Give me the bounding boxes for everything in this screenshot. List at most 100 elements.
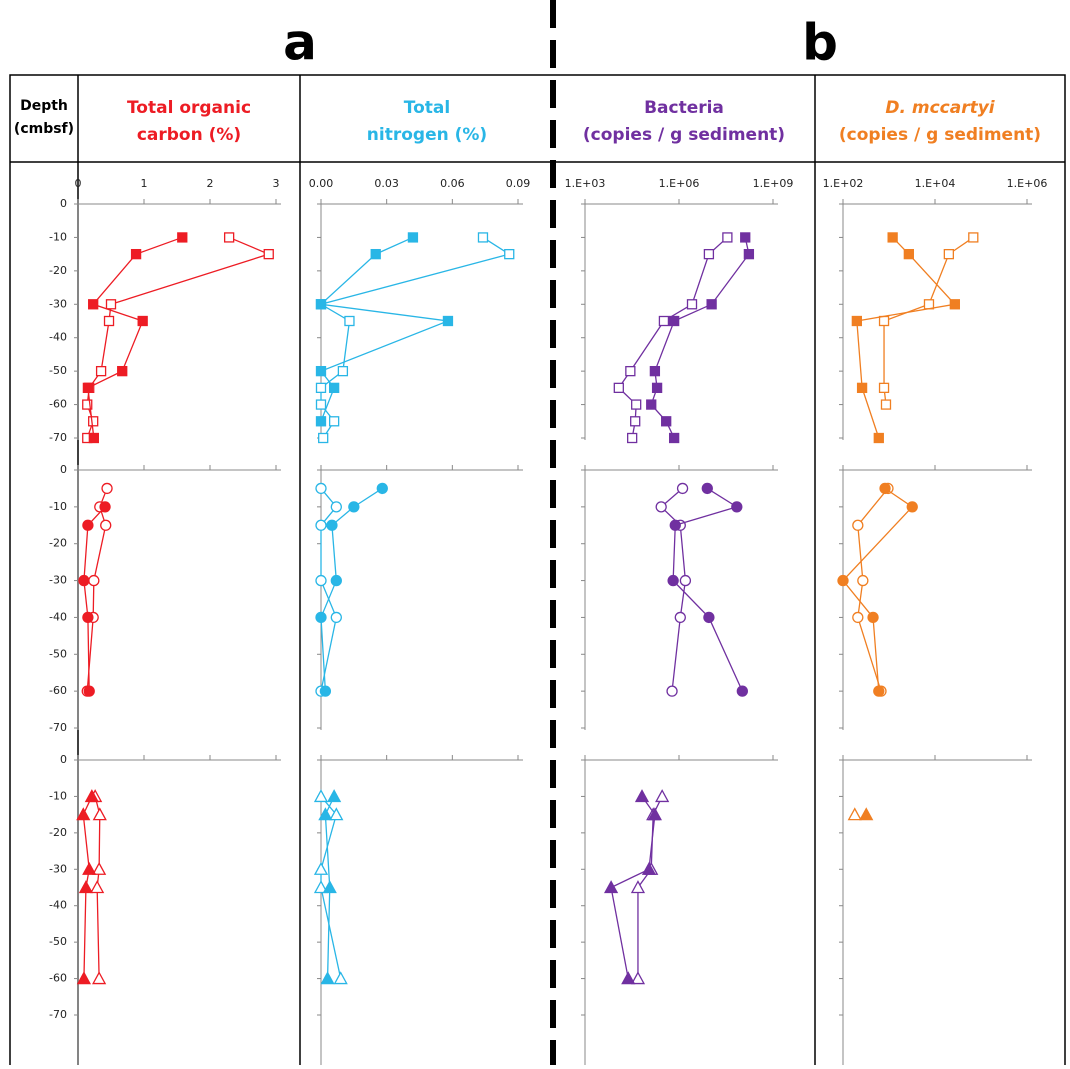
series-line: [883, 236, 974, 405]
marker: [376, 482, 388, 495]
marker: [315, 399, 327, 410]
marker: [315, 382, 327, 394]
marker: [731, 501, 743, 513]
marker: [223, 232, 235, 243]
marker: [878, 315, 890, 327]
marker: [630, 880, 646, 894]
marker: [661, 416, 672, 427]
x-tick-label: 3: [273, 177, 280, 190]
y-tick-label: -30: [49, 297, 67, 310]
series-line: [319, 236, 451, 422]
y-tick-label: -60: [49, 684, 67, 697]
y-tick-label: -70: [49, 1008, 67, 1021]
marker: [315, 299, 327, 310]
y-tick-label: -60: [49, 398, 67, 411]
panel-title: (copies / g sediment): [583, 125, 785, 145]
marker: [852, 519, 864, 531]
panel-title: Bacteria: [644, 98, 724, 118]
marker: [736, 685, 748, 697]
marker: [76, 807, 91, 821]
marker: [631, 399, 642, 410]
marker: [658, 315, 670, 327]
marker: [674, 611, 686, 624]
series-line: [320, 487, 383, 692]
marker: [82, 519, 94, 531]
marker: [949, 299, 960, 310]
series-line: [842, 487, 914, 692]
marker: [646, 399, 657, 410]
marker: [743, 248, 755, 260]
marker: [504, 248, 515, 260]
marker: [943, 248, 954, 260]
marker: [92, 861, 107, 875]
marker: [923, 299, 935, 310]
series-line: [319, 236, 511, 439]
panel-label: a: [283, 14, 317, 72]
marker: [84, 789, 99, 803]
depth-label: Depth: [20, 98, 68, 114]
marker: [315, 365, 327, 377]
x-tick-label: 1.E+02: [823, 177, 864, 190]
marker: [668, 432, 680, 444]
marker: [442, 315, 454, 327]
series-line: [83, 506, 106, 692]
marker: [344, 315, 355, 327]
marker: [337, 365, 349, 377]
series-line: [856, 236, 957, 439]
marker: [666, 685, 678, 697]
marker: [873, 685, 885, 697]
marker: [88, 574, 100, 587]
marker: [101, 482, 113, 495]
y-tick-label: -70: [49, 431, 67, 444]
x-tick-label: 1.E+06: [1007, 177, 1048, 190]
marker: [76, 971, 92, 985]
marker: [117, 365, 128, 377]
series-line: [672, 487, 743, 692]
marker: [82, 382, 94, 394]
marker: [83, 685, 95, 697]
marker: [667, 574, 679, 587]
series-line: [857, 488, 889, 692]
marker: [852, 611, 864, 624]
x-tick-label: 1.E+04: [915, 177, 956, 190]
x-tick-label: 1: [141, 177, 148, 190]
y-tick-label: -60: [49, 972, 67, 985]
marker: [477, 232, 489, 243]
marker: [318, 432, 329, 444]
marker: [328, 382, 340, 394]
marker: [95, 365, 107, 377]
y-tick-label: -20: [49, 264, 67, 277]
marker: [847, 807, 862, 821]
y-tick-label: -10: [49, 789, 67, 802]
marker: [348, 501, 360, 513]
marker: [903, 248, 914, 260]
marker: [90, 880, 105, 894]
marker: [627, 432, 638, 444]
y-tick-label: -50: [49, 364, 67, 377]
y-tick-label: 0: [60, 197, 67, 210]
panel-title: nitrogen (%): [367, 125, 487, 145]
marker: [649, 365, 661, 377]
marker: [603, 880, 619, 894]
y-tick-label: -50: [49, 935, 67, 948]
depth-label: (cmbsf): [14, 121, 74, 137]
x-tick-label: 0.06: [440, 177, 465, 190]
series-line: [650, 237, 750, 439]
marker: [873, 432, 884, 444]
marker: [740, 232, 751, 243]
marker: [669, 519, 681, 531]
marker: [88, 416, 99, 427]
marker: [82, 611, 94, 624]
marker: [856, 382, 868, 394]
marker: [722, 232, 733, 243]
marker: [313, 880, 329, 894]
marker: [630, 971, 646, 985]
marker: [333, 971, 348, 985]
marker: [315, 574, 327, 587]
marker: [867, 611, 879, 624]
marker: [701, 482, 713, 495]
marker: [88, 299, 99, 310]
marker: [100, 519, 112, 531]
marker: [315, 416, 327, 427]
